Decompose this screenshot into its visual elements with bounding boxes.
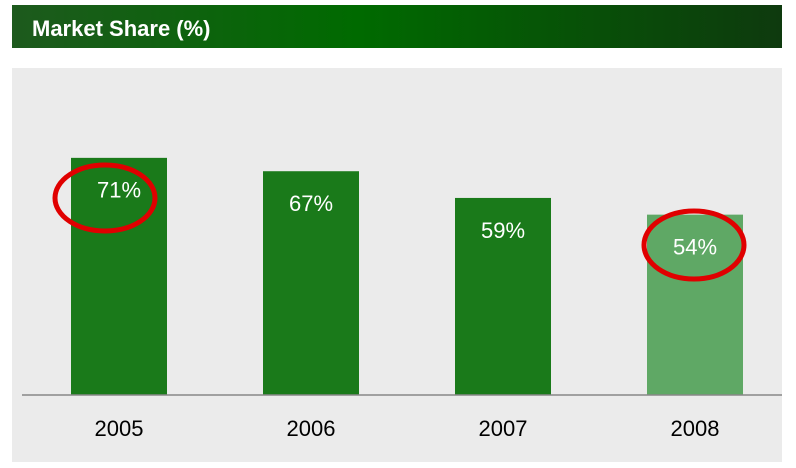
- bar: [647, 214, 743, 395]
- bar: [455, 197, 551, 395]
- data-label: 67%: [289, 191, 333, 216]
- data-label: 54%: [673, 234, 717, 259]
- bar: [71, 157, 167, 395]
- x-tick-label: 2006: [287, 416, 336, 441]
- header-band: [12, 5, 782, 48]
- bar: [263, 171, 359, 395]
- data-label: 71%: [97, 178, 141, 203]
- x-tick-label: 2008: [671, 416, 720, 441]
- highlight-circle: [52, 162, 158, 234]
- highlight-circle: [641, 208, 747, 282]
- x-tick-label: 2007: [479, 416, 528, 441]
- chart-title: Market Share (%): [32, 16, 211, 41]
- x-tick-label: 2005: [95, 416, 144, 441]
- bars: [71, 157, 743, 395]
- data-label: 59%: [481, 218, 525, 243]
